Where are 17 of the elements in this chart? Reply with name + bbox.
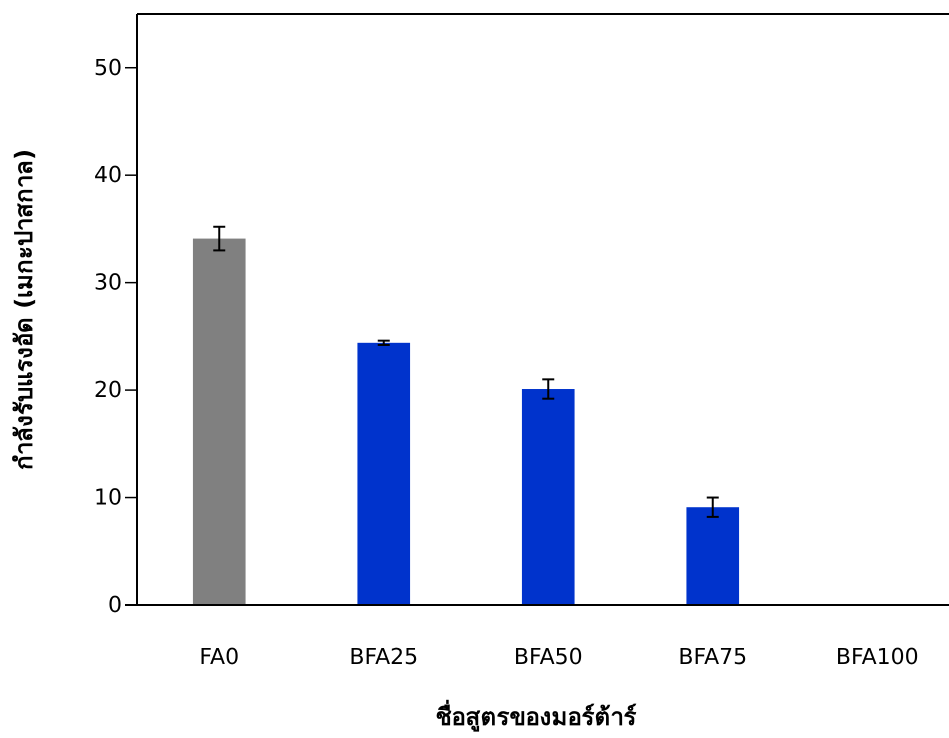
bar <box>357 342 410 605</box>
x-tick-label: BFA100 <box>836 645 919 670</box>
x-tick-label: BFA25 <box>349 645 418 670</box>
y-tick-label: 20 <box>94 378 122 404</box>
y-tick-label: 0 <box>108 593 122 618</box>
y-tick-label: 50 <box>94 56 122 81</box>
bar <box>192 238 246 605</box>
y-tick-label: 40 <box>94 163 122 188</box>
x-tick-label: BFA50 <box>514 645 583 670</box>
x-tick-label: FA0 <box>199 645 240 670</box>
y-tick-label: 30 <box>94 270 122 296</box>
x-axis-title: ชื่อสูตรของมอร์ต้าร์ <box>436 699 636 732</box>
y-axis-title: กำลังรับแรงอัด (เมกะปาสกาล) <box>10 148 38 470</box>
y-tick-label: 10 <box>94 486 122 511</box>
bar <box>522 389 575 605</box>
x-tick-label: BFA75 <box>678 645 748 670</box>
bar <box>686 507 740 605</box>
